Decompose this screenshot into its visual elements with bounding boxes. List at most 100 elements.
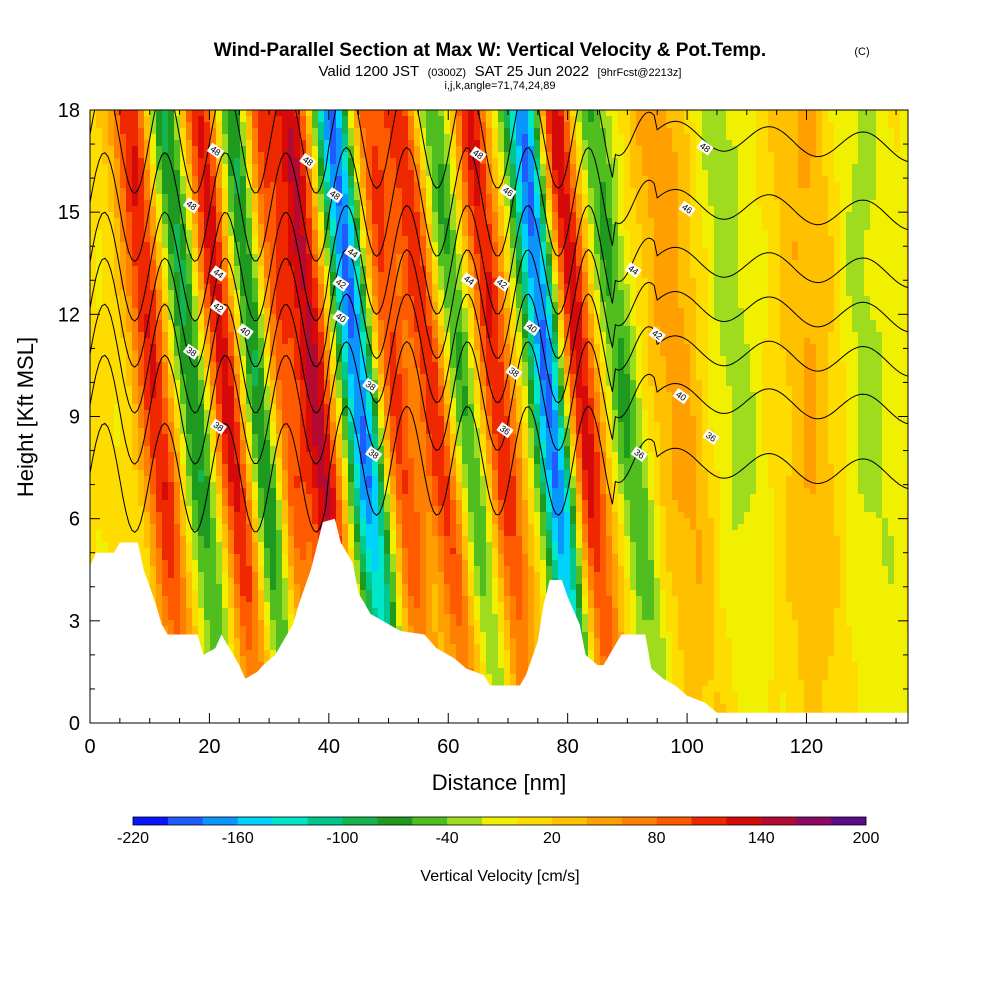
field-cell xyxy=(150,548,157,555)
field-cell xyxy=(252,272,259,279)
field-cell xyxy=(156,602,163,609)
field-cell xyxy=(336,350,343,357)
field-cell xyxy=(180,254,187,261)
field-cell xyxy=(204,116,211,123)
field-cell xyxy=(150,176,157,183)
field-cell xyxy=(216,284,223,291)
field-cell xyxy=(144,170,151,177)
field-cell xyxy=(234,494,241,501)
field-cell xyxy=(168,188,175,195)
field-cell xyxy=(300,452,307,459)
field-cell xyxy=(276,560,283,567)
field-cell xyxy=(366,572,373,579)
field-cell xyxy=(222,482,229,489)
field-cell xyxy=(372,320,379,327)
field-cell xyxy=(222,488,229,495)
field-cell xyxy=(132,500,139,507)
field-cell xyxy=(360,134,367,141)
field-cell xyxy=(276,374,283,381)
field-cell xyxy=(180,242,187,249)
field-cell xyxy=(354,494,361,501)
field-cell xyxy=(270,512,277,519)
field-cell xyxy=(372,140,379,147)
field-cell xyxy=(204,488,211,495)
field-cell xyxy=(168,236,175,243)
field-cell xyxy=(204,476,211,483)
field-cell xyxy=(114,536,121,543)
field-cell xyxy=(246,584,253,591)
field-cell xyxy=(270,620,277,627)
field-cell xyxy=(252,422,259,429)
field-cell xyxy=(330,344,337,351)
field-cell xyxy=(342,194,349,201)
field-cell xyxy=(210,356,217,363)
field-cell xyxy=(360,188,367,195)
field-cell xyxy=(318,392,325,399)
field-cell xyxy=(372,470,379,477)
field-cell xyxy=(312,284,319,291)
field-cell xyxy=(258,596,265,603)
field-cell xyxy=(150,506,157,513)
field-cell xyxy=(228,116,235,123)
field-cell xyxy=(264,524,271,531)
field-cell xyxy=(216,242,223,249)
field-cell xyxy=(174,194,181,201)
field-cell xyxy=(192,140,199,147)
field-cell xyxy=(318,488,325,495)
field-cell xyxy=(246,668,253,675)
field-cell xyxy=(354,410,361,417)
field-cell xyxy=(168,416,175,423)
field-cell xyxy=(234,464,241,471)
field-cell xyxy=(306,416,313,423)
field-cell xyxy=(270,158,277,165)
field-cell xyxy=(318,446,325,453)
field-cell xyxy=(264,566,271,573)
field-cell xyxy=(366,110,373,117)
field-cell xyxy=(318,320,325,327)
field-cell xyxy=(186,398,193,405)
field-cell xyxy=(228,524,235,531)
field-cell xyxy=(270,578,277,585)
field-cell xyxy=(276,488,283,495)
field-cell xyxy=(90,524,97,531)
field-cell xyxy=(90,548,97,555)
field-cell xyxy=(132,254,139,261)
field-cell xyxy=(108,410,115,417)
field-cell xyxy=(162,320,169,327)
field-cell xyxy=(252,308,259,315)
field-cell xyxy=(252,242,259,249)
field-cell xyxy=(240,254,247,261)
field-cell xyxy=(186,356,193,363)
field-cell xyxy=(192,170,199,177)
field-cell xyxy=(168,386,175,393)
field-cell xyxy=(216,536,223,543)
field-cell xyxy=(348,128,355,135)
field-cell xyxy=(192,212,199,219)
field-cell xyxy=(144,110,151,117)
field-cell xyxy=(162,356,169,363)
field-cell xyxy=(138,314,145,321)
field-cell xyxy=(294,188,301,195)
field-cell xyxy=(378,200,385,207)
field-cell xyxy=(156,242,163,249)
field-cell xyxy=(348,182,355,189)
field-cell xyxy=(252,332,259,339)
field-cell xyxy=(258,416,265,423)
field-cell xyxy=(114,260,121,267)
field-cell xyxy=(342,536,349,543)
field-cell xyxy=(330,398,337,405)
field-cell xyxy=(330,494,337,501)
field-cell xyxy=(372,290,379,297)
field-cell xyxy=(246,554,253,561)
field-cell xyxy=(348,458,355,465)
field-cell xyxy=(240,146,247,153)
field-cell xyxy=(324,140,331,147)
field-cell xyxy=(300,548,307,555)
field-cell xyxy=(228,614,235,621)
field-cell xyxy=(288,128,295,135)
field-cell xyxy=(90,164,97,171)
field-cell xyxy=(90,266,97,273)
field-cell xyxy=(258,482,265,489)
field-cell xyxy=(288,476,295,483)
field-cell xyxy=(162,266,169,273)
